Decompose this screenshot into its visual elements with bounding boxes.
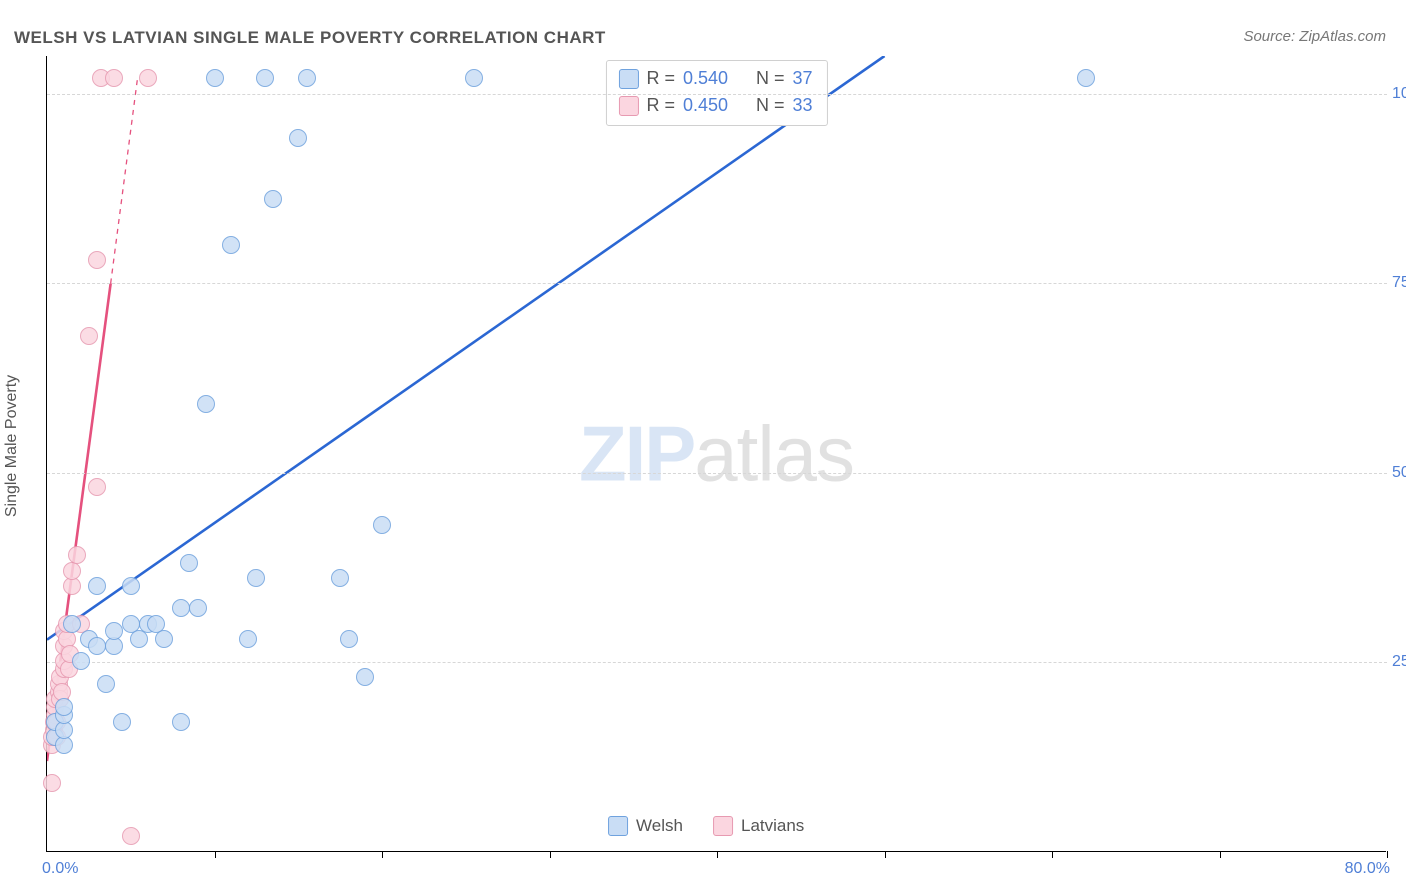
latvians-point [68, 546, 86, 564]
gridline [47, 473, 1387, 474]
x-tick [1387, 851, 1388, 858]
welsh-point [222, 236, 240, 254]
welsh-point [105, 622, 123, 640]
watermark: ZIPatlas [579, 408, 854, 499]
x-tick [550, 851, 551, 858]
welsh-point [172, 713, 190, 731]
x-tick [215, 851, 216, 858]
series-legend: Welsh Latvians [608, 816, 804, 836]
welsh-point [206, 69, 224, 87]
legend-n-prefix: N = [756, 92, 785, 119]
latvians-point [43, 774, 61, 792]
gridline [47, 94, 1387, 95]
latvians-point [80, 327, 98, 345]
latvians-point [88, 251, 106, 269]
y-tick-label: 75.0% [1392, 274, 1406, 292]
y-tick-label: 100.0% [1392, 85, 1406, 103]
welsh-point [55, 698, 73, 716]
y-tick-label: 25.0% [1392, 653, 1406, 671]
source-label: Source: ZipAtlas.com [1243, 28, 1386, 45]
legend-r-prefix: R = [646, 92, 675, 119]
welsh-point [180, 554, 198, 572]
y-axis-label: Single Male Poverty [3, 375, 21, 517]
welsh-point [88, 577, 106, 595]
welsh-point [356, 668, 374, 686]
welsh-point [197, 395, 215, 413]
legend-r-prefix: R = [646, 65, 675, 92]
welsh-point [331, 569, 349, 587]
welsh-point [373, 516, 391, 534]
legend-r-value: 0.450 [683, 92, 728, 119]
welsh-point [289, 129, 307, 147]
legend-row: R = 0.540 N = 37 [618, 65, 812, 92]
legend-swatch [618, 96, 638, 116]
series-legend-item: Latvians [713, 816, 804, 836]
welsh-point [155, 630, 173, 648]
legend-r-value: 0.540 [683, 65, 728, 92]
trend-lines [47, 56, 1387, 852]
welsh-point [88, 637, 106, 655]
series-legend-item: Welsh [608, 816, 683, 836]
welsh-point [97, 675, 115, 693]
legend-n-prefix: N = [756, 65, 785, 92]
legend-swatch [608, 816, 628, 836]
welsh-point [172, 599, 190, 617]
latvians-point [122, 827, 140, 845]
latvians-point [88, 478, 106, 496]
legend-n-value: 37 [793, 65, 813, 92]
welsh-point [239, 630, 257, 648]
legend-n-value: 33 [793, 92, 813, 119]
x-tick [1052, 851, 1053, 858]
y-tick-label: 50.0% [1392, 464, 1406, 482]
x-tick [1220, 851, 1221, 858]
series-legend-label: Latvians [741, 816, 804, 836]
welsh-point [63, 615, 81, 633]
legend-swatch [713, 816, 733, 836]
welsh-point [256, 69, 274, 87]
plot-area: ZIPatlas R = 0.540N = 37R = 0.450N = 33 … [46, 56, 1386, 852]
x-tick [885, 851, 886, 858]
welsh-point [264, 190, 282, 208]
x-axis-max-label: 80.0% [1345, 860, 1390, 878]
x-tick [717, 851, 718, 858]
series-legend-label: Welsh [636, 816, 683, 836]
welsh-point [122, 577, 140, 595]
welsh-point [1077, 69, 1095, 87]
latvians-point [139, 69, 157, 87]
welsh-point [189, 599, 207, 617]
welsh-point [72, 652, 90, 670]
legend-row: R = 0.450 N = 33 [618, 92, 812, 119]
chart-title: WELSH VS LATVIAN SINGLE MALE POVERTY COR… [14, 28, 606, 48]
x-tick [382, 851, 383, 858]
welsh-point [247, 569, 265, 587]
x-axis-min-label: 0.0% [42, 860, 78, 878]
welsh-point [113, 713, 131, 731]
gridline [47, 283, 1387, 284]
welsh-point [465, 69, 483, 87]
legend-swatch [618, 69, 638, 89]
latvians-point [105, 69, 123, 87]
welsh-point [340, 630, 358, 648]
gridline [47, 662, 1387, 663]
welsh-point [298, 69, 316, 87]
